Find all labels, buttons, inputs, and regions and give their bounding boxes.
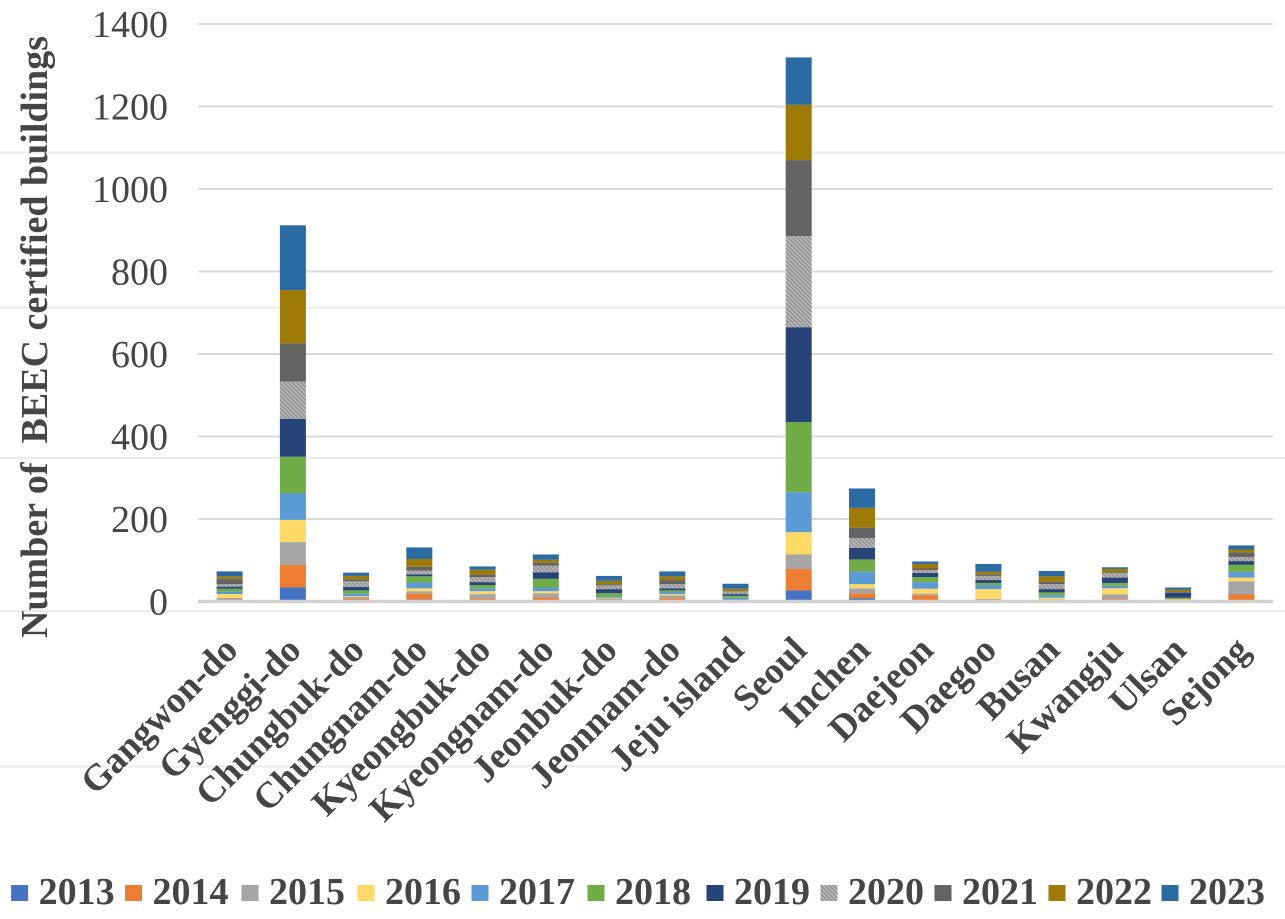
svg-text:400: 400: [111, 417, 168, 459]
svg-text:200: 200: [111, 499, 168, 541]
svg-text:2018: 2018: [615, 871, 691, 913]
svg-text:2014: 2014: [153, 871, 229, 913]
svg-text:2020: 2020: [848, 871, 924, 913]
svg-text:600: 600: [111, 334, 168, 376]
svg-text:1200: 1200: [92, 87, 168, 129]
svg-text:2013: 2013: [39, 871, 115, 913]
svg-text:2017: 2017: [499, 871, 575, 913]
svg-text:Number of BEEC certified buil: Number of BEEC certified buildings: [14, 36, 56, 638]
svg-text:0: 0: [149, 582, 168, 624]
svg-text:1000: 1000: [92, 169, 168, 211]
svg-text:2016: 2016: [385, 871, 461, 913]
svg-text:2019: 2019: [734, 871, 810, 913]
svg-text:2015: 2015: [269, 871, 345, 913]
svg-text:2023: 2023: [1189, 871, 1265, 913]
svg-text:2021: 2021: [962, 871, 1038, 913]
svg-text:800: 800: [111, 252, 168, 294]
svg-text:2022: 2022: [1076, 871, 1152, 913]
svg-text:1400: 1400: [92, 4, 168, 46]
